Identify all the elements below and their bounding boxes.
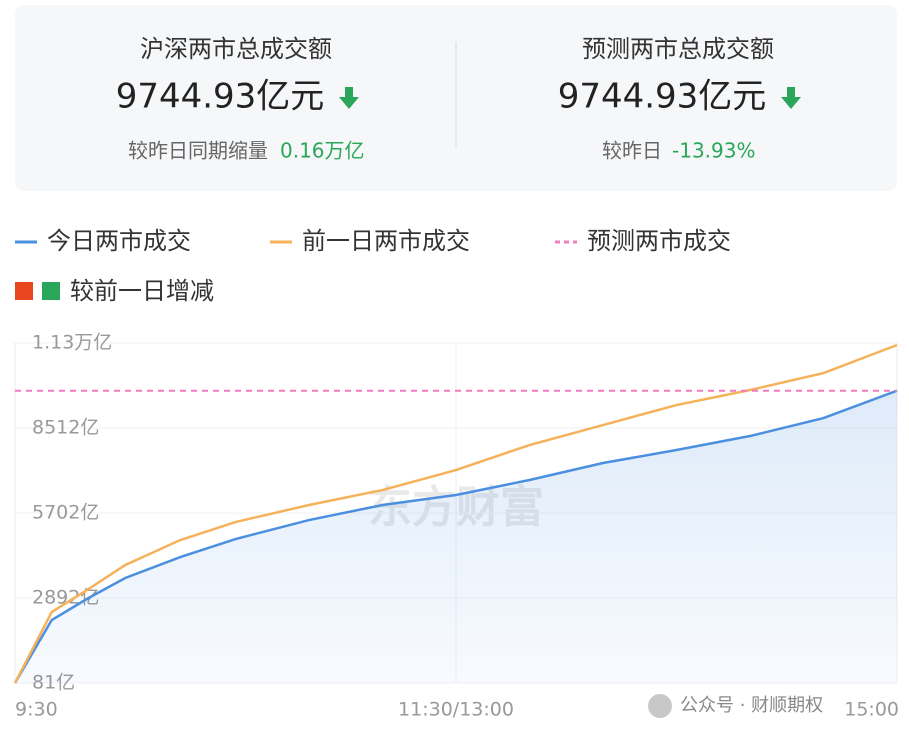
area bbox=[15, 390, 897, 683]
summary-title: 沪深两市总成交额 bbox=[140, 35, 332, 63]
legend-label: 前一日两市成交 bbox=[302, 227, 470, 255]
summary-title: 预测两市总成交额 bbox=[582, 35, 774, 63]
x-tick-label: 11:30/13:00 bbox=[398, 699, 514, 721]
legend-label: 今日两市成交 bbox=[47, 227, 191, 255]
legend-swatch bbox=[42, 282, 60, 300]
summary-value: 9744.93亿元 bbox=[116, 77, 325, 117]
x-tick-label: 9:30 bbox=[15, 699, 58, 721]
compare-value: -13.93% bbox=[672, 139, 755, 163]
down-arrow bbox=[781, 87, 801, 109]
x-tick-label: 15:00 bbox=[844, 699, 899, 721]
compare-label: 较昨日 bbox=[602, 139, 662, 163]
legend-swatch bbox=[15, 282, 33, 300]
series-line bbox=[13, 343, 898, 684]
y-tick-label: 8512亿 bbox=[32, 416, 99, 438]
legend-label: 预测两市成交 bbox=[587, 227, 731, 255]
wechat-icon bbox=[648, 694, 672, 718]
down-arrow bbox=[339, 87, 359, 109]
legend-label: 较前一日增减 bbox=[70, 277, 214, 305]
compare-value: 0.16万亿 bbox=[280, 139, 365, 163]
series-line bbox=[13, 389, 898, 684]
y-tick-label: 5702亿 bbox=[32, 501, 99, 523]
summary-value: 9744.93亿元 bbox=[558, 77, 767, 117]
y-tick-label: 1.13万亿 bbox=[32, 332, 112, 354]
footer-source: 公众号 · 财顺期权 bbox=[680, 695, 823, 716]
compare-label: 较昨日同期缩量 bbox=[128, 139, 268, 163]
